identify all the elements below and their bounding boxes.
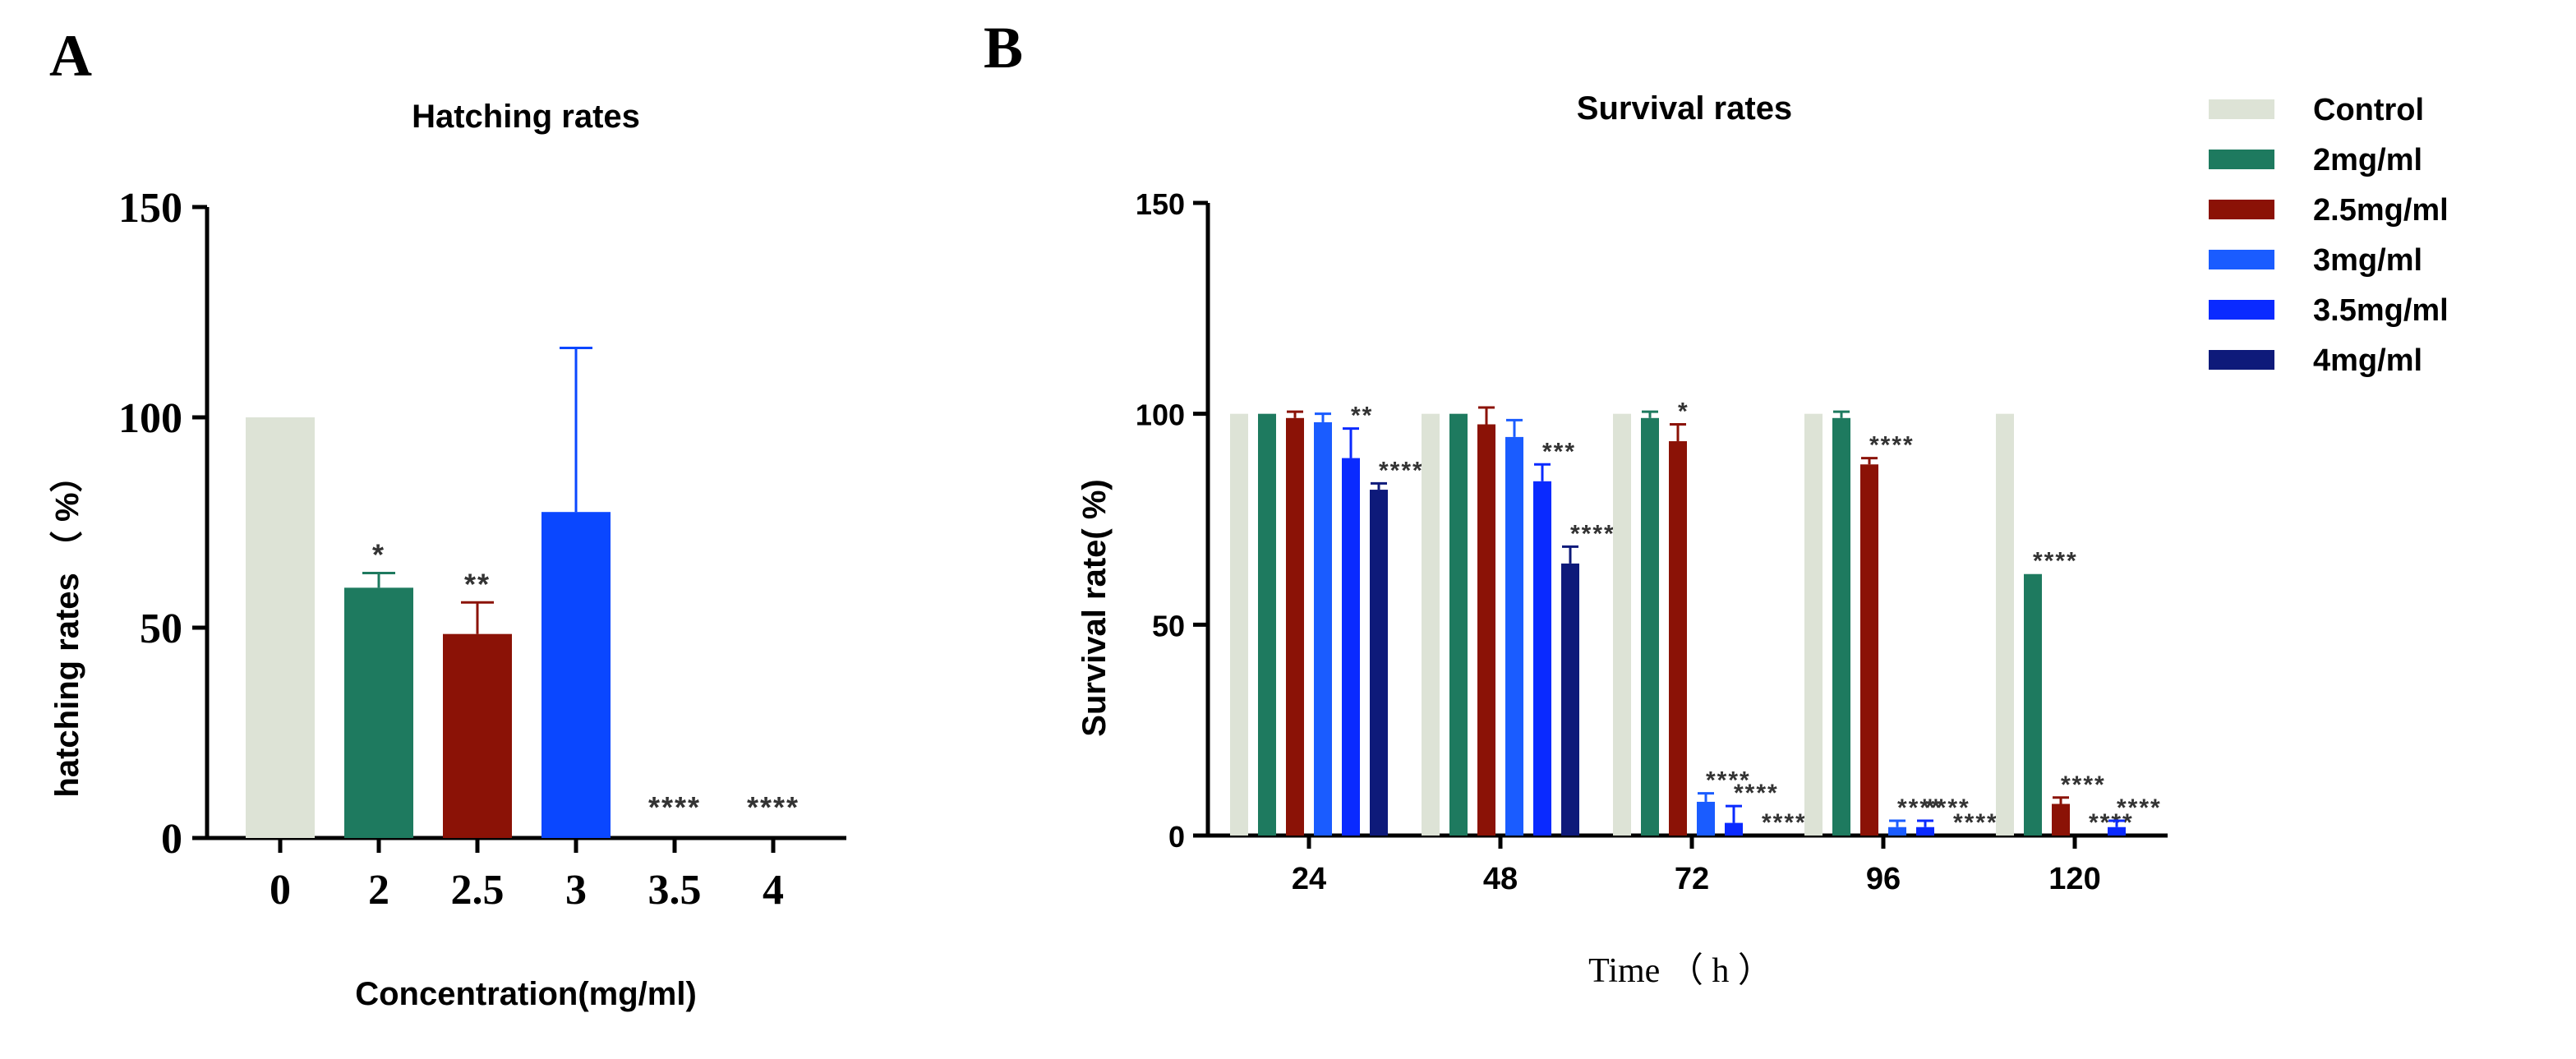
panel-a-title: Hatching rates xyxy=(412,99,640,135)
panel-b-bar xyxy=(1533,481,1551,836)
panel-b-significance: **** xyxy=(1897,794,1942,822)
panel-a-bar xyxy=(344,587,413,838)
panel-a-significance: ** xyxy=(464,567,491,601)
panel-b-bar xyxy=(1613,413,1631,836)
panel-b-bar xyxy=(1314,421,1332,836)
panel-a-significance: **** xyxy=(747,790,800,824)
panel-b-bar xyxy=(1888,826,1906,836)
panel-b-significance: **** xyxy=(1379,457,1424,484)
panel-a-x-tick-label: 3 xyxy=(565,867,587,914)
panel-a-ylabel: hatching rates （ %） xyxy=(49,459,85,797)
panel-b-ylabel: Survival rate( %) xyxy=(1076,479,1113,736)
legend-label: Control xyxy=(2313,93,2424,127)
panel-b-significance: **** xyxy=(1706,767,1751,794)
panel-a-bar xyxy=(443,633,512,838)
panel-b-x-tick-label: 96 xyxy=(1866,862,1901,896)
legend-swatch xyxy=(2209,250,2274,269)
panel-a-plot: 0 50 100 150 0 2 * 2.5 ** 3 3.5 **** 4 **** xyxy=(118,185,846,914)
panel-b-xlabel: Time （ h ） xyxy=(1588,952,1772,990)
legend-label: 2mg/ml xyxy=(2313,143,2422,177)
panel-a-y-tick-label: 150 xyxy=(118,185,182,232)
legend-swatch xyxy=(2209,99,2274,119)
panel-b-significance: ** xyxy=(1351,403,1373,430)
legend-swatch xyxy=(2209,150,2274,169)
panel-a-significance: * xyxy=(372,537,385,571)
panel-b-bar xyxy=(1641,417,1659,836)
panel-b-bar xyxy=(1286,417,1304,836)
legend-swatch xyxy=(2209,350,2274,370)
panel-a-xlabel: Concentration(mg/ml) xyxy=(355,976,697,1012)
panel-b-y-tick-label: 100 xyxy=(1136,398,1185,432)
panel-b-x-tick-label: 120 xyxy=(2048,862,2100,896)
panel-b-bar xyxy=(1342,458,1360,836)
panel-b-bar xyxy=(1804,413,1823,836)
panel-b-x-tick-label: 24 xyxy=(1292,862,1326,896)
panel-b-plot: 05010015024******48*******72************… xyxy=(1136,187,2168,896)
panel-b-bar xyxy=(1561,563,1579,836)
legend-label: 4mg/ml xyxy=(2313,343,2422,378)
panel-b-significance: **** xyxy=(1762,809,1807,836)
panel-a-y-tick-label: 0 xyxy=(161,816,182,863)
panel-b-bar xyxy=(1449,413,1468,836)
panel-b-bar xyxy=(1258,413,1276,836)
panel-a-bar xyxy=(541,512,611,838)
legend-label: 3.5mg/ml xyxy=(2313,293,2449,328)
panel-b-bar xyxy=(1860,464,1878,836)
panel-b-significance: *** xyxy=(1542,438,1576,465)
panel-a-y-tick-label: 50 xyxy=(140,605,182,652)
panel-a-x-tick-label: 0 xyxy=(270,867,291,914)
panel-b-label: B xyxy=(984,15,1023,81)
panel-b-bar xyxy=(1477,424,1495,836)
panel-b-significance: **** xyxy=(1953,809,1998,836)
panel-a-x-tick-label: 3.5 xyxy=(648,867,702,914)
panel-b-x-tick-label: 72 xyxy=(1675,862,1709,896)
panel-b-bar xyxy=(2024,573,2042,836)
panel-b-title: Survival rates xyxy=(1577,90,1792,127)
panel-b-x-tick-label: 48 xyxy=(1483,862,1518,896)
panel-a-x-tick-label: 2.5 xyxy=(451,867,505,914)
panel-b-legend: Control 2mg/ml 2.5mg/ml 3mg/ml 3.5mg/ml 4mg/m… xyxy=(2209,93,2449,378)
panel-a-label: A xyxy=(49,23,92,89)
panel-b-significance: **** xyxy=(2033,548,2078,575)
panel-a-significance: **** xyxy=(648,790,701,824)
panel-b-bar xyxy=(1832,417,1850,836)
panel-b-significance: **** xyxy=(2117,794,2162,822)
panel-b-bar xyxy=(2108,826,2126,836)
panel-b-bar xyxy=(1505,436,1523,836)
panel-b-bar xyxy=(1370,490,1388,836)
panel-b-significance: **** xyxy=(1925,794,1970,822)
panel-b-significance: **** xyxy=(1570,520,1615,547)
panel-a-x-tick-label: 2 xyxy=(368,867,389,914)
legend-label: 2.5mg/ml xyxy=(2313,193,2449,228)
panel-b-significance: **** xyxy=(2061,771,2106,799)
panel-b-bar xyxy=(1725,822,1743,836)
panel-b-bar xyxy=(1422,413,1440,836)
panel-a-y-tick-label: 100 xyxy=(118,395,182,442)
panel-b-bar xyxy=(1916,826,1934,836)
panel-a-bar xyxy=(246,417,315,838)
panel-b-y-tick-label: 150 xyxy=(1136,187,1185,221)
panel-a-x-tick-label: 4 xyxy=(763,867,784,914)
panel-b-significance: * xyxy=(1678,398,1689,426)
panel-b-bar xyxy=(1669,441,1687,836)
panel-b-y-tick-label: 0 xyxy=(1168,820,1185,854)
legend-label: 3mg/ml xyxy=(2313,243,2422,278)
panel-b-bar xyxy=(2052,803,2070,836)
panel-b-bar xyxy=(1996,413,2014,836)
legend-swatch xyxy=(2209,200,2274,219)
panel-b-bar xyxy=(1697,801,1715,836)
panel-b-significance: **** xyxy=(1869,432,1915,459)
panel-b-significance: **** xyxy=(1734,780,1779,807)
panel-b-bar xyxy=(1230,413,1248,836)
legend-swatch xyxy=(2209,300,2274,320)
panel-b-y-tick-label: 50 xyxy=(1152,609,1185,642)
